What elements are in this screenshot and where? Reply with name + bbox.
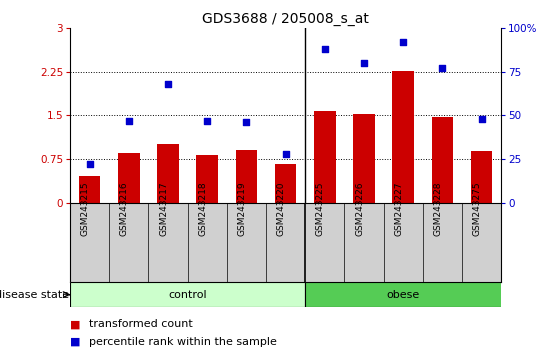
Point (478, 116, 486, 122)
Point (438, 65, 447, 71)
Point (281, 151, 290, 156)
Bar (392, 71, 414, 202)
Text: GSM243219: GSM243219 (238, 182, 246, 236)
Point (399, 39, 407, 45)
Bar (471, 152, 493, 202)
Point (242, 120, 251, 125)
Text: GSM243227: GSM243227 (394, 182, 403, 236)
Bar (432, 117, 453, 202)
Text: ■: ■ (70, 319, 80, 329)
Point (203, 118, 212, 124)
Bar (305, 282, 521, 307)
Text: percentile rank within the sample: percentile rank within the sample (89, 337, 277, 347)
Point (164, 81, 172, 87)
Point (321, 46, 329, 52)
Bar (157, 144, 179, 202)
Text: disease state: disease state (0, 290, 70, 299)
Bar (79, 176, 100, 202)
Point (85, 161, 94, 167)
Text: GSM243215: GSM243215 (81, 182, 89, 236)
Text: control: control (168, 290, 207, 299)
Bar (314, 111, 336, 202)
Point (360, 60, 368, 66)
Text: GSM243217: GSM243217 (159, 182, 168, 236)
Bar (197, 155, 218, 202)
Text: GSM243218: GSM243218 (198, 182, 208, 236)
Text: transformed count: transformed count (89, 319, 192, 329)
Bar (118, 153, 140, 202)
Bar (236, 150, 257, 202)
Text: obese: obese (386, 290, 420, 299)
Text: GSM243226: GSM243226 (355, 182, 364, 236)
Text: GSM243225: GSM243225 (316, 182, 325, 236)
Text: GSM243275: GSM243275 (473, 182, 482, 236)
Bar (353, 114, 375, 202)
Title: GDS3688 / 205008_s_at: GDS3688 / 205008_s_at (202, 12, 369, 26)
Text: GSM243228: GSM243228 (433, 182, 443, 236)
Point (125, 118, 133, 124)
Text: ■: ■ (70, 337, 80, 347)
Text: GSM243220: GSM243220 (277, 182, 286, 236)
Bar (275, 164, 296, 202)
Text: GSM243216: GSM243216 (120, 182, 129, 236)
Bar (70, 282, 305, 307)
